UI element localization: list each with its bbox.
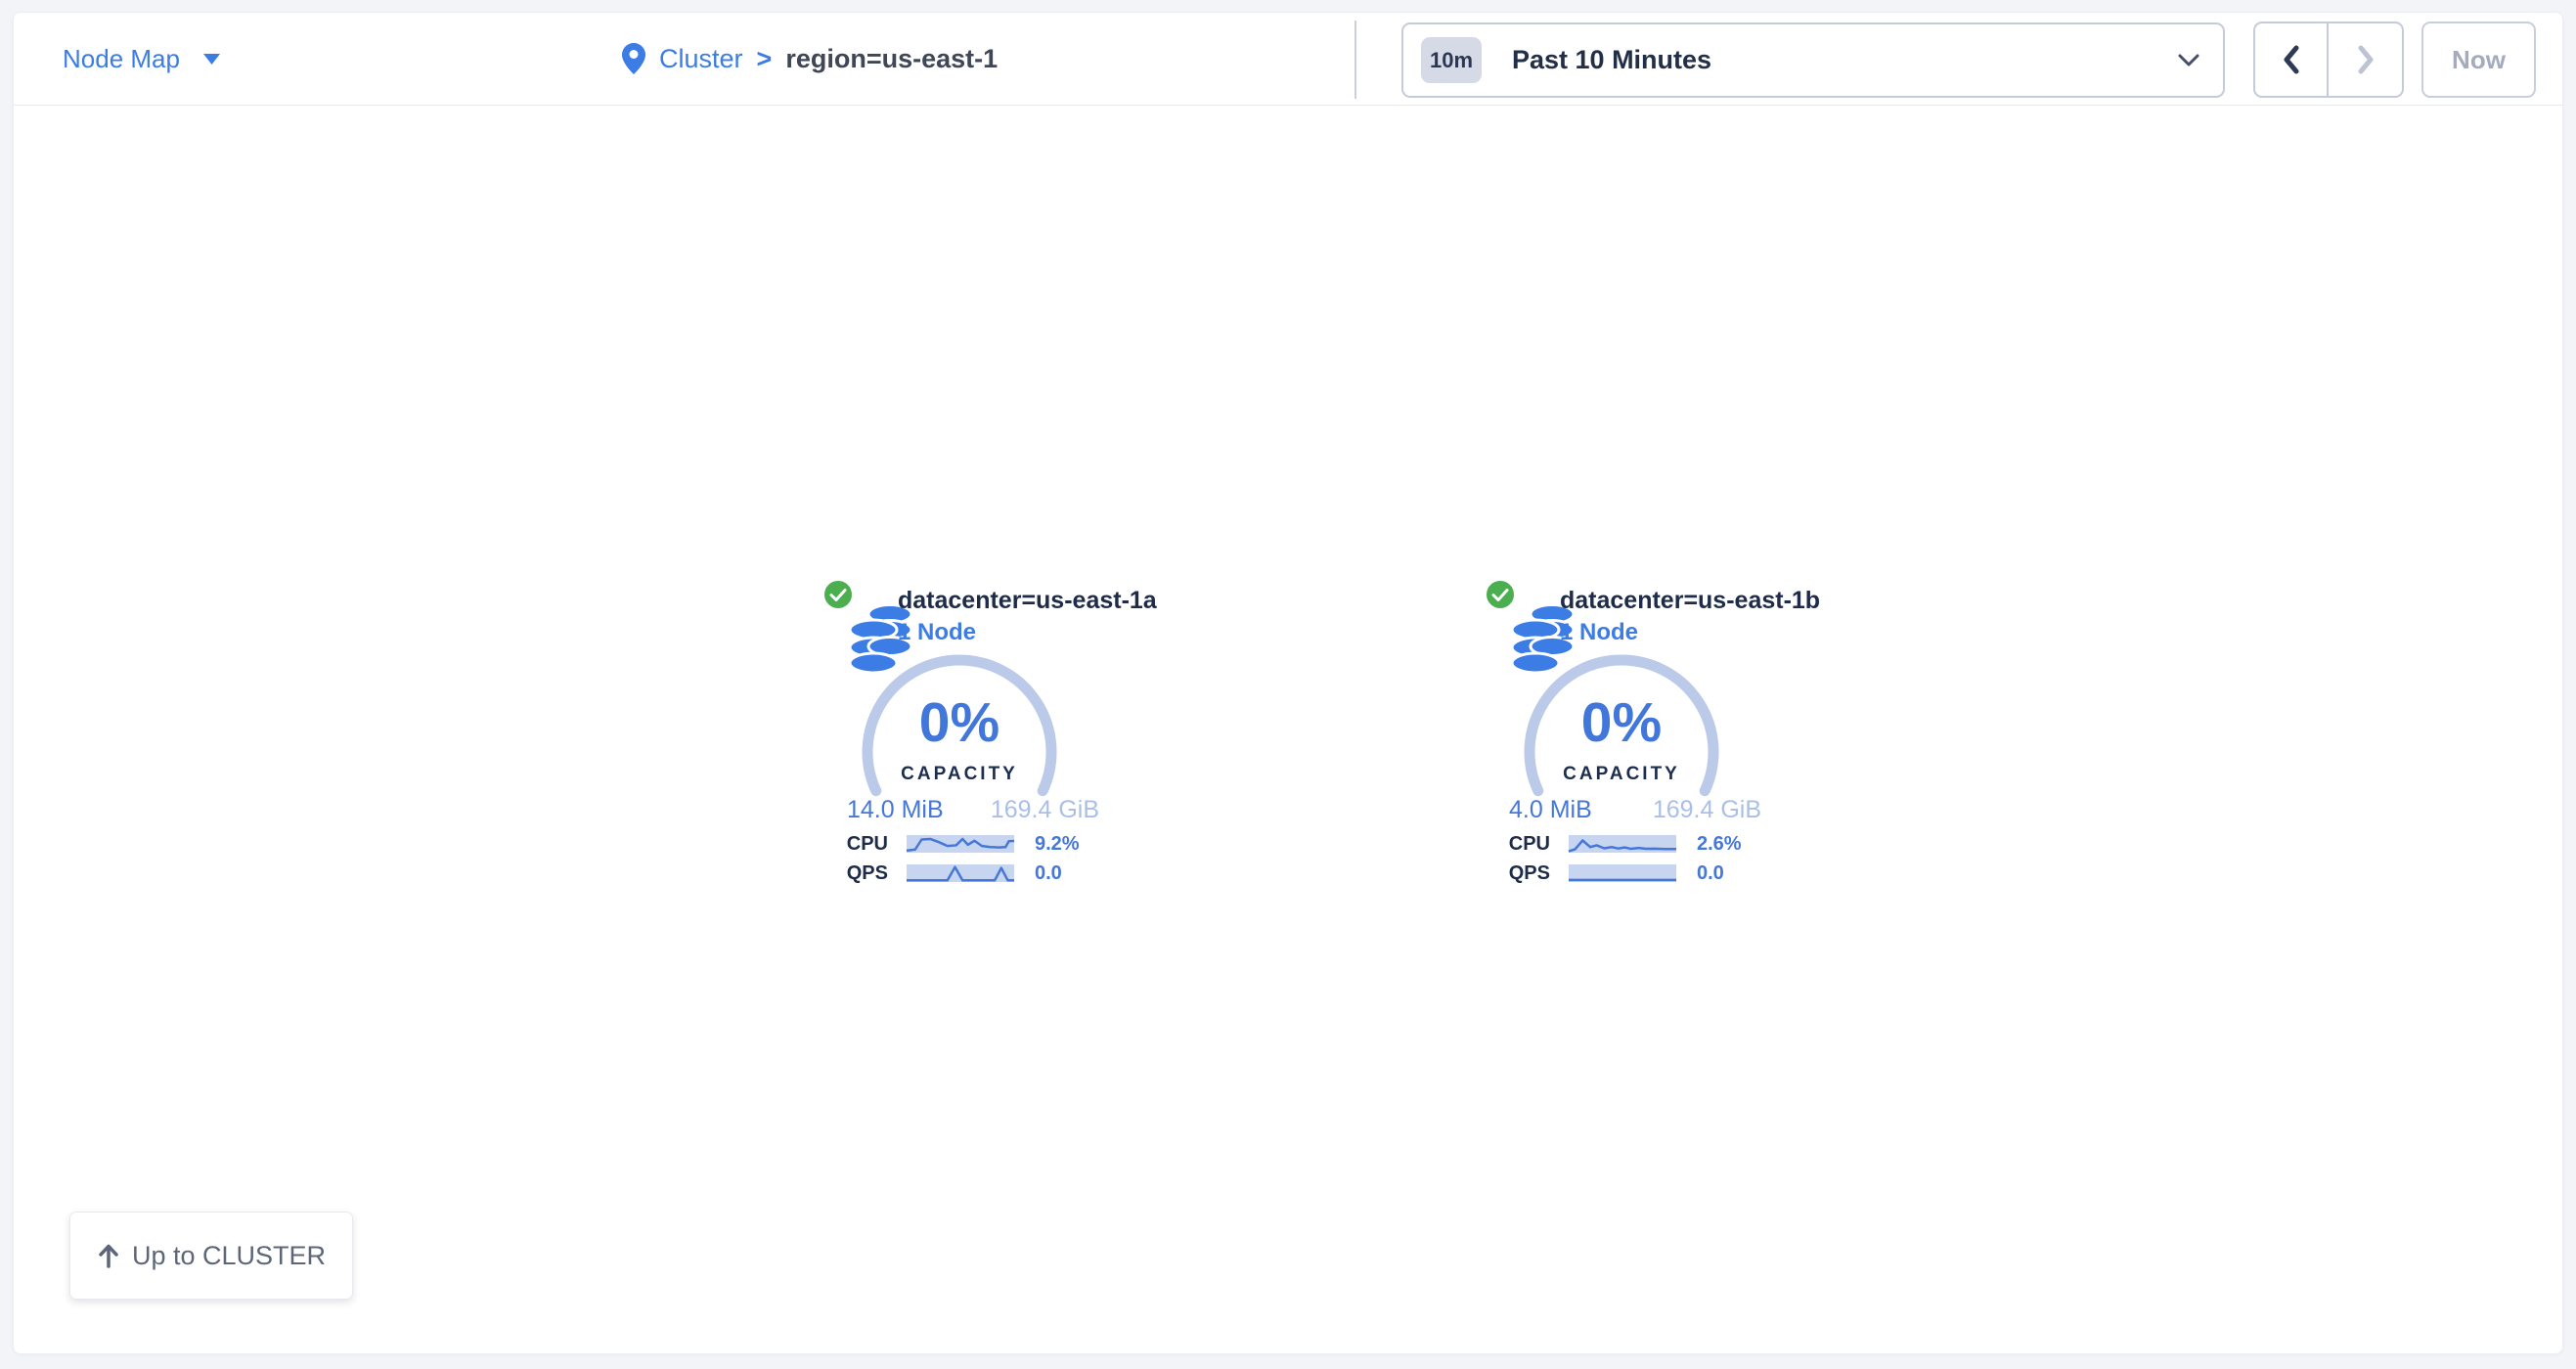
chevron-left-icon: [2282, 45, 2301, 74]
capacity-total: 169.4 GiB: [990, 796, 1099, 823]
capacity-label: CAPACITY: [1563, 764, 1680, 784]
caret-down-icon: [202, 53, 220, 65]
now-button[interactable]: Now: [2421, 22, 2536, 98]
arrow-up-icon: [97, 1243, 120, 1268]
location-pin-icon: [622, 43, 645, 74]
time-range-badge: 10m: [1421, 37, 1482, 83]
breadcrumb: Cluster > region=us-east-1: [622, 13, 998, 105]
capacity-total: 169.4 GiB: [1652, 796, 1761, 823]
time-prev-button[interactable]: [2255, 23, 2329, 96]
capacity-used: 14.0 MiB: [847, 796, 944, 823]
capacity-percent: 0%: [918, 691, 1000, 754]
check-icon: [1485, 579, 1516, 610]
view-selector-label: Node Map: [63, 43, 180, 73]
qps-value: 0.0: [1697, 861, 1724, 884]
up-to-cluster-label: Up to CLUSTER: [131, 1240, 327, 1270]
now-button-label: Now: [2452, 44, 2506, 74]
qps-value: 0.0: [1035, 861, 1062, 884]
qps-label: QPS: [1508, 861, 1550, 884]
capacity-values: 14.0 MiB 169.4 GiB: [847, 796, 1099, 824]
cpu-sparkline: [907, 835, 1014, 853]
datacenter-node-count: 1 Node: [898, 619, 977, 645]
datacenter-title: datacenter=us-east-1a: [898, 587, 1157, 614]
cpu-sparkline: [1569, 835, 1676, 853]
cpu-row: CPU 9.2%: [822, 829, 1108, 859]
qps-label: QPS: [846, 861, 888, 884]
qps-row: QPS 0.0: [822, 859, 1108, 888]
database-stack-icon: [1509, 600, 1577, 675]
chevron-right-icon: [2356, 45, 2376, 74]
time-next-button[interactable]: [2329, 23, 2402, 96]
capacity-gauge: 0% CAPACITY: [862, 654, 1057, 850]
stat-rows: CPU 2.6% QPS 0.0: [1485, 829, 1770, 888]
top-bar: Node Map Cluster > region=us-east-1 10m …: [14, 13, 2562, 106]
time-range-label: Past 10 Minutes: [1512, 45, 1712, 74]
topbar-divider: [1355, 21, 1356, 99]
node-map-canvas: datacenter=us-east-1a 1 Node 0% CAPACITY…: [14, 106, 2562, 1355]
breadcrumb-current: region=us-east-1: [785, 43, 999, 73]
main-panel: Node Map Cluster > region=us-east-1 10m …: [13, 12, 2563, 1354]
cpu-label: CPU: [846, 832, 888, 855]
time-nav-group: [2253, 22, 2404, 98]
capacity-values: 4.0 MiB 169.4 GiB: [1509, 796, 1761, 824]
database-stack-icon: [847, 600, 915, 675]
breadcrumb-separator: >: [756, 43, 773, 73]
breadcrumb-cluster-link[interactable]: Cluster: [659, 43, 743, 73]
cpu-value: 9.2%: [1035, 832, 1080, 855]
datacenter-node-count: 1 Node: [1560, 619, 1639, 645]
time-range-dropdown[interactable]: 10m Past 10 Minutes: [1401, 22, 2225, 98]
capacity-percent: 0%: [1580, 691, 1663, 754]
check-icon: [822, 579, 854, 610]
capacity-ring: [1524, 654, 1719, 797]
capacity-used: 4.0 MiB: [1509, 796, 1592, 823]
cpu-label: CPU: [1508, 832, 1550, 855]
cpu-row: CPU 2.6%: [1485, 829, 1770, 859]
capacity-ring: [862, 654, 1057, 797]
capacity-label: CAPACITY: [901, 764, 1018, 784]
qps-sparkline: [1569, 864, 1676, 882]
cpu-value: 2.6%: [1697, 832, 1742, 855]
qps-sparkline: [907, 864, 1014, 882]
view-selector-node-map[interactable]: Node Map: [63, 13, 220, 105]
chevron-down-icon: [2178, 54, 2199, 67]
datacenter-title: datacenter=us-east-1b: [1560, 587, 1821, 614]
qps-row: QPS 0.0: [1485, 859, 1770, 888]
capacity-gauge: 0% CAPACITY: [1524, 654, 1719, 850]
up-to-cluster-button[interactable]: Up to CLUSTER: [69, 1212, 353, 1300]
stat-rows: CPU 9.2% QPS 0.0: [822, 829, 1108, 888]
